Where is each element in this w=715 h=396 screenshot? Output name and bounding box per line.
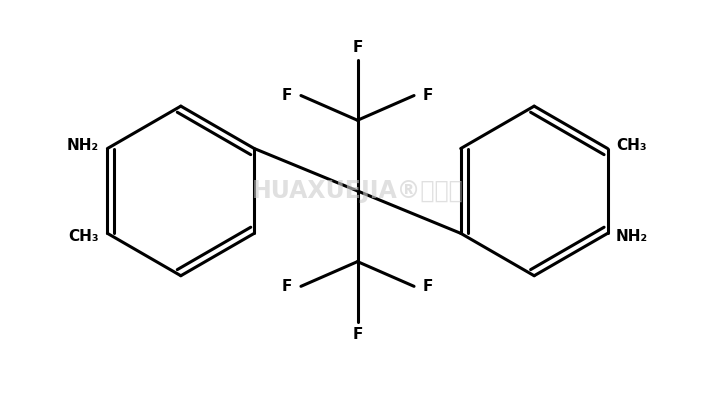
Text: F: F [352, 327, 363, 342]
Text: F: F [352, 40, 363, 55]
Text: NH₂: NH₂ [616, 229, 649, 244]
Text: CH₃: CH₃ [616, 137, 646, 152]
Text: F: F [282, 88, 292, 103]
Text: F: F [423, 88, 433, 103]
Text: CH₃: CH₃ [69, 229, 99, 244]
Text: F: F [282, 279, 292, 294]
Text: F: F [423, 279, 433, 294]
Text: HUAXUEJIA®化学加: HUAXUEJIA®化学加 [252, 179, 463, 203]
Text: NH₂: NH₂ [66, 137, 99, 152]
